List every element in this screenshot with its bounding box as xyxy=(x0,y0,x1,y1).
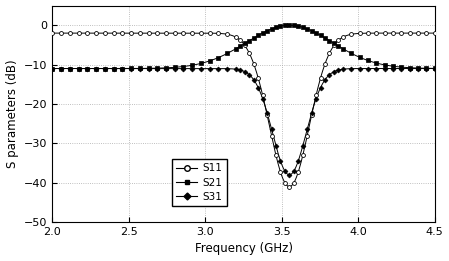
Y-axis label: S parameters (dB): S parameters (dB) xyxy=(5,60,18,168)
X-axis label: Frequency (GHz): Frequency (GHz) xyxy=(194,242,292,256)
Legend: S11, S21, S31: S11, S21, S31 xyxy=(172,159,227,206)
